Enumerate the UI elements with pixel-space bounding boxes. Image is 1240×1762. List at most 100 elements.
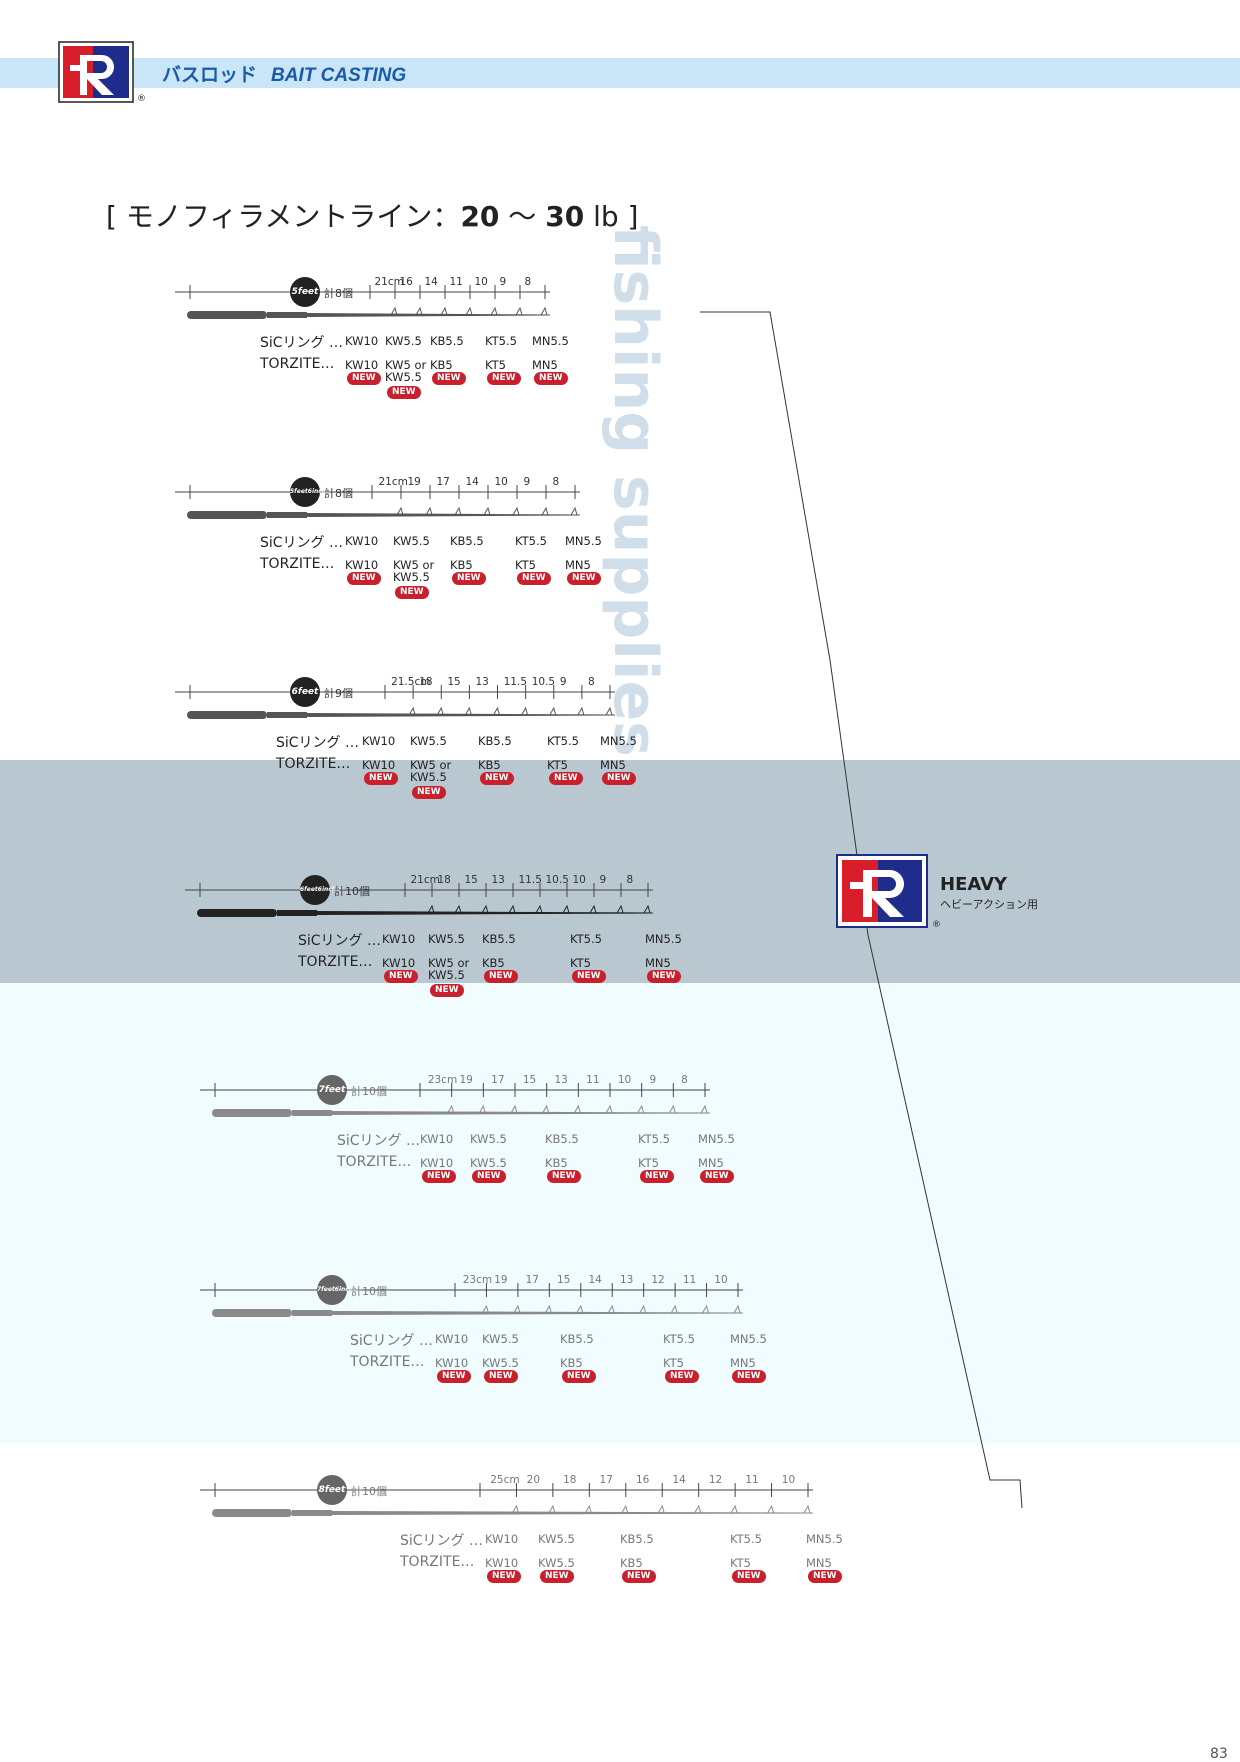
guide-count: 計8個 — [324, 487, 353, 500]
sic-guide-value: MN5.5 — [600, 734, 637, 748]
torzite-guide-value: KW5 or — [428, 956, 470, 970]
segment-length: 21cm — [410, 874, 440, 886]
new-badge: NEW — [452, 572, 486, 585]
sic-guide-value: MN5.5 — [698, 1132, 735, 1146]
line-spec-prefix: [ モノフィラメントライン： — [106, 200, 461, 233]
segment-length: 23cm — [427, 1074, 458, 1086]
guide-mark — [577, 706, 585, 716]
sic-guide-value: KW5.5 — [538, 1532, 575, 1546]
segment-length: 14 — [672, 1474, 686, 1486]
guide-mark — [425, 506, 433, 516]
line-spec-from: 20 — [460, 200, 500, 233]
new-badge: NEW — [540, 1570, 574, 1583]
rod-handle — [187, 311, 267, 319]
guide-mark — [521, 706, 529, 716]
new-badge: NEW — [430, 984, 464, 997]
torzite-guide-value: MN5 — [645, 956, 671, 970]
segment-length: 12 — [708, 1474, 723, 1486]
sic-guide-value: KB5.5 — [450, 534, 484, 548]
guide-mark — [607, 1304, 615, 1314]
sic-row-label: SiCリング … — [276, 735, 360, 751]
sic-guide-value: KW10 — [435, 1332, 469, 1346]
segment-length: 13 — [491, 874, 505, 886]
new-badge: NEW — [395, 586, 429, 599]
sic-guide-value: KT5.5 — [730, 1532, 762, 1546]
sic-guide-value: MN5.5 — [806, 1532, 843, 1546]
guide-mark — [512, 1504, 519, 1514]
highlight-band — [0, 760, 1240, 983]
torzite-row-label: TORZITE… — [298, 954, 373, 970]
new-badge: NEW — [437, 1370, 471, 1383]
torzite-guide-value: KT5 — [638, 1156, 659, 1170]
line-spec-to: 30 — [545, 200, 585, 233]
guide-mark — [573, 1104, 581, 1114]
segment-length: 13 — [619, 1274, 634, 1286]
torzite-row-label: TORZITE… — [337, 1154, 412, 1170]
sic-guide-value: KB5.5 — [430, 334, 464, 348]
rod-length-badge: 5feet6inches — [290, 477, 334, 507]
heavy-subtitle: ヘビーアクション用 — [940, 898, 1039, 911]
guide-mark — [670, 1304, 678, 1314]
torzite-guide-value: KT5 — [547, 758, 568, 772]
rod-drawing — [200, 1483, 813, 1517]
guide-mark — [390, 306, 398, 316]
segment-length: 19 — [459, 1074, 473, 1086]
segment-length: 8 — [587, 676, 595, 688]
rod-blank — [332, 1311, 743, 1315]
page-number: 83 — [1210, 1746, 1228, 1762]
new-badge: NEW — [487, 1570, 521, 1583]
torzite-row-label: TORZITE… — [276, 756, 351, 772]
section-title-jp: バスロッド — [162, 64, 258, 86]
new-badge: NEW — [364, 772, 398, 785]
guide-mark — [440, 306, 448, 316]
rod-drawing — [185, 883, 653, 917]
guide-mark — [803, 1504, 811, 1514]
rod-drawing — [200, 1083, 710, 1117]
torzite-row-label: TORZITE… — [350, 1354, 425, 1370]
sic-guide-value: KW10 — [420, 1132, 454, 1146]
sic-guide-value: KW10 — [345, 334, 379, 348]
segment-length: 17 — [491, 1074, 505, 1086]
guide-mark — [493, 706, 500, 716]
rod-drawing — [175, 485, 580, 519]
guide-count: 計10個 — [351, 1085, 387, 1098]
guide-mark — [700, 1104, 708, 1114]
sic-guide-value: KT5.5 — [570, 932, 602, 946]
guide-mark — [643, 904, 651, 914]
guide-mark — [733, 1304, 741, 1314]
new-badge: NEW — [347, 572, 381, 585]
rod-handle — [187, 511, 267, 519]
torzite-guide-value: KW10 — [435, 1356, 469, 1370]
new-badge: NEW — [480, 772, 514, 785]
guide-mark — [427, 904, 435, 914]
guide-mark — [621, 1504, 629, 1514]
guide-mark — [730, 1504, 738, 1514]
sic-guide-value: KB5.5 — [545, 1132, 579, 1146]
heavy-title: HEAVY — [940, 874, 1008, 895]
guide-mark — [668, 1104, 676, 1114]
torzite-guide-value: KT5 — [663, 1356, 684, 1370]
new-badge: NEW — [384, 970, 418, 983]
guide-mark — [544, 1304, 552, 1314]
guide-mark — [513, 1304, 521, 1314]
rod-blank — [307, 713, 615, 717]
segment-length: 11.5 — [518, 874, 542, 886]
section-title: バスロッド BAIT CASTING — [162, 60, 406, 87]
guide-count: 計8個 — [324, 287, 353, 300]
guide-count: 計10個 — [334, 885, 370, 898]
segment-length: 8 — [626, 874, 634, 886]
torzite-guide-value: MN5 — [806, 1556, 832, 1570]
torzite-guide-value: MN5 — [565, 558, 591, 572]
segment-length: 15 — [464, 874, 478, 886]
torzite-guide-value: KB5 — [560, 1356, 583, 1370]
header-band — [0, 58, 1240, 88]
segment-length: 16 — [636, 1474, 650, 1486]
torzite-guide-value: KW10 — [345, 358, 379, 372]
torzite-guide-value: KB5 — [482, 956, 505, 970]
torzite-guide-value: KW10 — [362, 758, 396, 772]
new-badge: NEW — [487, 372, 521, 385]
segment-length: 9 — [559, 676, 567, 688]
torzite-guide-value: KW5.5 — [470, 1156, 507, 1170]
segment-length: 10 — [572, 874, 586, 886]
torzite-guide-alt: KW5.5 — [410, 770, 447, 784]
